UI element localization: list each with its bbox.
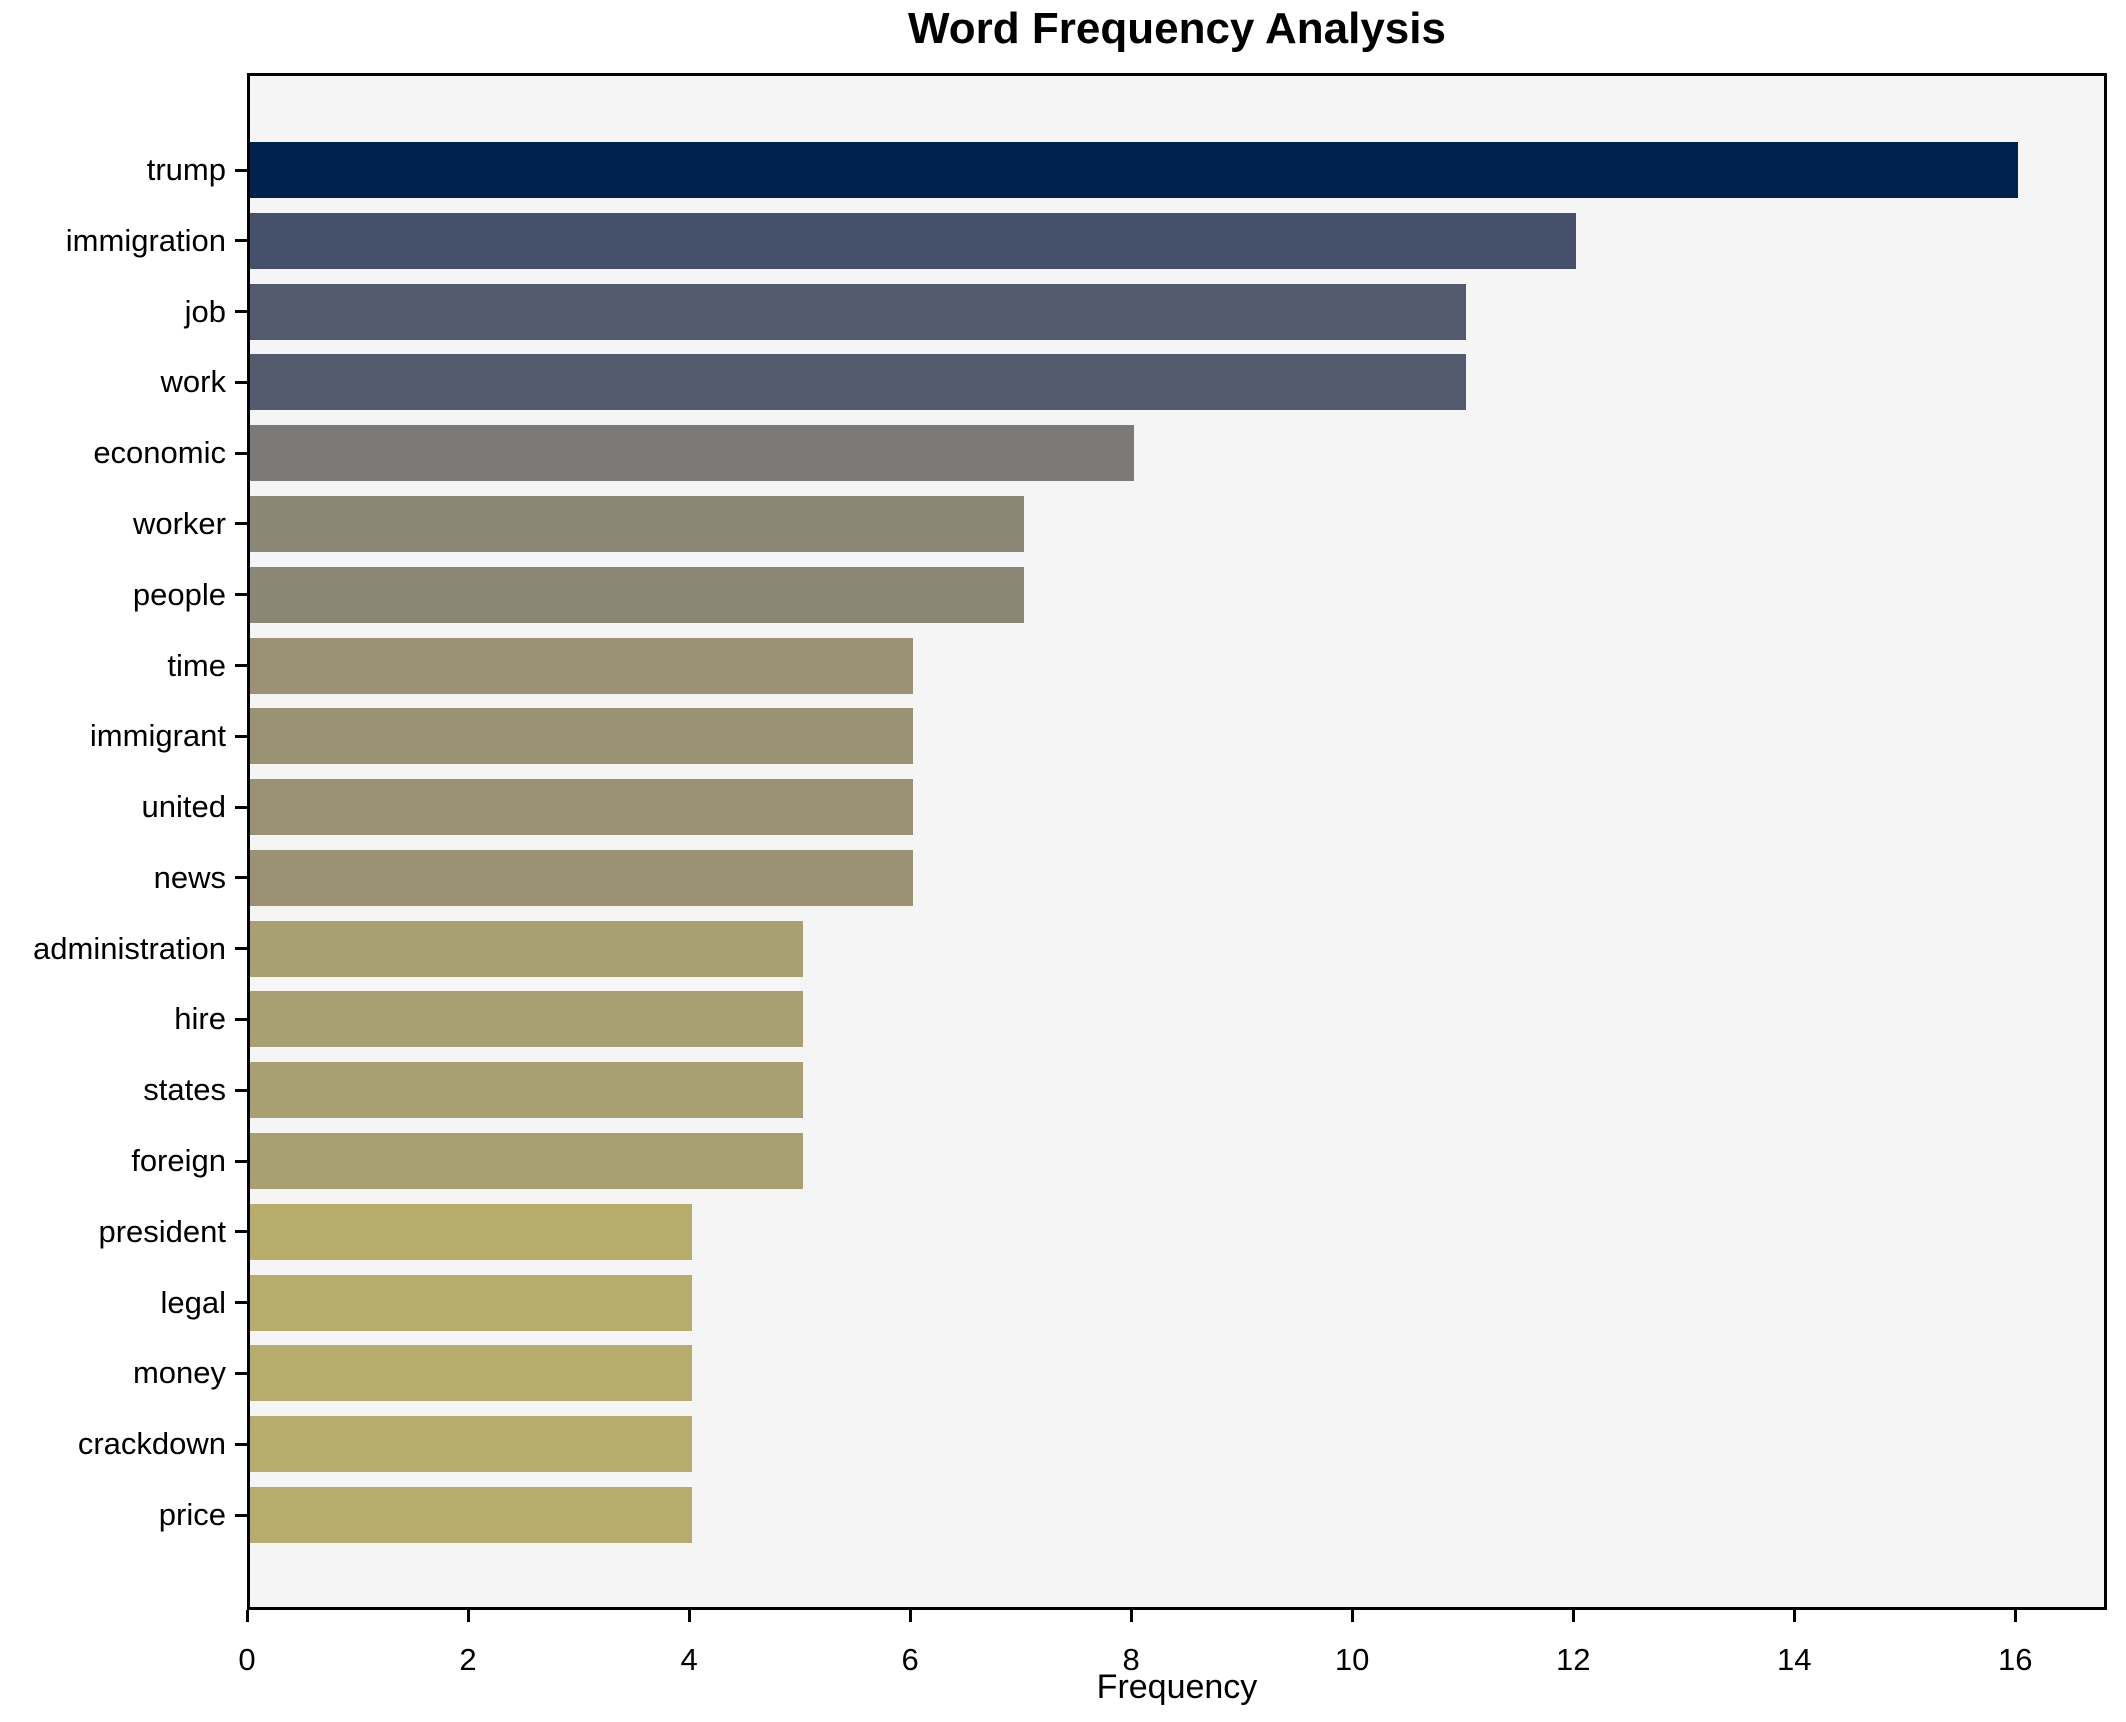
y-tick-mark (235, 734, 247, 738)
y-tick-mark (235, 239, 247, 243)
y-tick-mark (235, 168, 247, 172)
bar-crackdown (250, 1416, 693, 1473)
bar-united (250, 779, 914, 836)
y-tick-label-news: news (153, 859, 226, 895)
x-axis-label: Frequency (1096, 1668, 1258, 1706)
x-tick-mark (1129, 1610, 1133, 1622)
y-tick-mark (235, 664, 247, 668)
x-tick-label-16: 16 (1998, 1642, 2033, 1677)
x-tick-label-10: 10 (1334, 1642, 1370, 1677)
y-tick-label-immigration: immigration (65, 222, 226, 258)
bar-foreign (250, 1133, 803, 1190)
y-tick-label-crackdown: crackdown (77, 1426, 226, 1462)
y-tick-label-money: money (132, 1355, 226, 1391)
y-tick-label-administration: administration (33, 930, 226, 966)
y-tick-mark (235, 451, 247, 455)
y-tick-label-trump: trump (146, 152, 226, 187)
y-tick-mark (235, 1159, 247, 1163)
y-tick-mark (235, 1088, 247, 1092)
bar-immigrant (250, 708, 914, 765)
x-tick-label-14: 14 (1776, 1642, 1812, 1677)
x-tick-mark (1571, 1610, 1575, 1622)
x-tick-mark (1350, 1610, 1354, 1622)
plot-area (247, 73, 2107, 1610)
y-tick-mark (235, 1442, 247, 1446)
x-tick-label-12: 12 (1555, 1642, 1591, 1677)
y-tick-mark (235, 876, 247, 880)
x-tick-label-6: 6 (901, 1642, 919, 1677)
y-tick-label-legal: legal (160, 1284, 227, 1320)
y-tick-label-time: time (167, 647, 226, 683)
x-tick-mark (687, 1610, 691, 1622)
y-tick-mark (235, 947, 247, 951)
y-tick-label-worker: worker (132, 505, 226, 541)
x-tick-mark (908, 1610, 912, 1622)
y-tick-label-united: united (141, 789, 226, 825)
y-tick-label-foreign: foreign (131, 1143, 226, 1179)
bar-immigration (250, 212, 1577, 269)
y-tick-label-immigrant: immigrant (89, 718, 226, 754)
bar-worker (250, 495, 1024, 552)
y-tick-mark (235, 380, 247, 384)
y-tick-mark (235, 805, 247, 809)
y-tick-label-job: job (184, 293, 226, 329)
y-tick-label-work: work (160, 364, 226, 400)
x-tick-mark (1792, 1610, 1796, 1622)
chart-title: Word Frequency Analysis (908, 4, 1446, 53)
x-tick-label-2: 2 (459, 1642, 477, 1677)
y-tick-label-price: price (158, 1497, 226, 1532)
bar-money (250, 1345, 693, 1402)
bar-legal (250, 1274, 693, 1331)
x-tick-mark (466, 1610, 470, 1622)
y-tick-mark (235, 593, 247, 597)
y-tick-label-states: states (143, 1072, 226, 1108)
y-tick-mark (235, 1301, 247, 1305)
y-tick-mark (235, 1017, 247, 1021)
bar-president (250, 1203, 693, 1260)
y-tick-mark (235, 1230, 247, 1234)
bar-administration (250, 920, 803, 977)
bar-work (250, 354, 1466, 411)
x-tick-label-4: 4 (680, 1642, 698, 1677)
bar-job (250, 283, 1466, 340)
y-tick-mark (235, 1371, 247, 1375)
x-tick-mark (2013, 1610, 2017, 1622)
bar-trump (250, 142, 2019, 198)
bar-people (250, 566, 1024, 623)
y-tick-mark (235, 522, 247, 526)
y-tick-label-hire: hire (174, 1001, 226, 1037)
y-tick-label-president: president (98, 1213, 226, 1249)
bar-time (250, 637, 914, 694)
x-tick-mark (245, 1610, 249, 1622)
x-tick-label-0: 0 (238, 1642, 256, 1677)
bar-states (250, 1062, 803, 1119)
y-tick-label-people: people (132, 576, 226, 612)
y-tick-mark (235, 310, 247, 314)
bar-price (250, 1487, 693, 1543)
bar-news (250, 849, 914, 906)
bar-economic (250, 425, 1135, 482)
y-tick-label-economic: economic (93, 435, 226, 471)
bar-hire (250, 991, 803, 1048)
x-tick-label-8: 8 (1122, 1642, 1140, 1677)
y-tick-mark (235, 1513, 247, 1517)
